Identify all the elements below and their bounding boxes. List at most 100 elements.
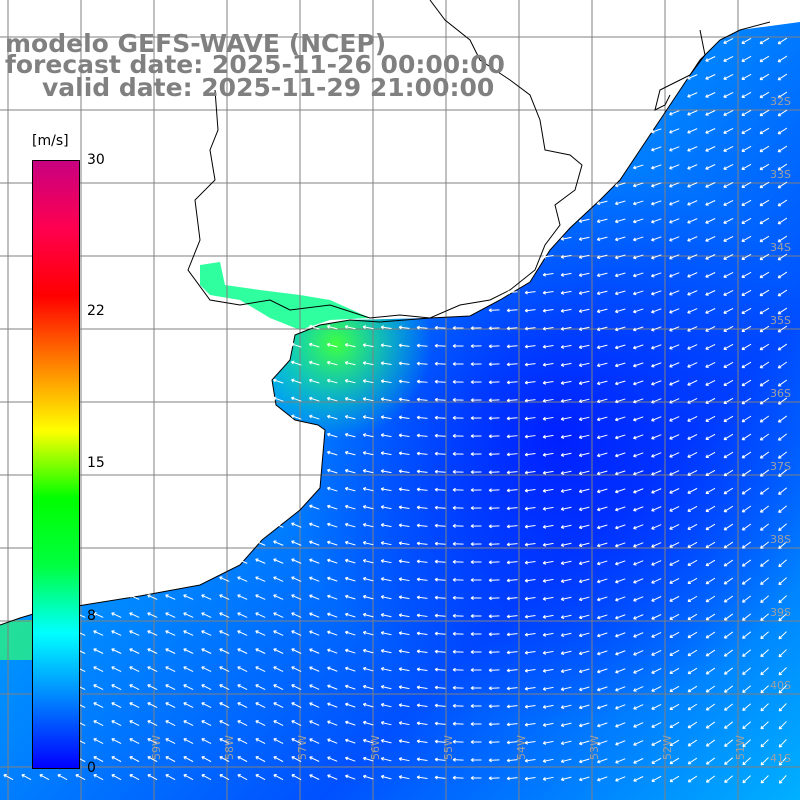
- wind-arrow: [201, 612, 212, 618]
- wind-arrow: [398, 613, 410, 618]
- wind-arrow: [578, 668, 590, 674]
- wind-arrow: [596, 632, 608, 638]
- wind-arrow: [632, 200, 644, 206]
- wind-arrow: [687, 290, 698, 296]
- wind-arrow: [687, 505, 698, 512]
- wind-arrow: [291, 522, 302, 528]
- wind-arrow: [596, 650, 608, 656]
- wind-arrow: [452, 649, 464, 654]
- wind-arrow: [309, 522, 320, 528]
- wind-arrow: [524, 398, 536, 403]
- wind-arrow: [434, 775, 446, 780]
- wind-arrow: [777, 415, 788, 423]
- wind-arrow: [398, 649, 410, 654]
- wind-arrow: [596, 272, 608, 278]
- wind-arrow: [291, 576, 302, 582]
- wind-arrow: [345, 738, 356, 744]
- wind-arrow: [669, 667, 680, 675]
- wind-arrow: [470, 398, 482, 403]
- wind-arrow: [741, 217, 752, 225]
- wind-arrow: [165, 666, 176, 672]
- wind-arrow: [723, 613, 734, 621]
- wind-arrow: [669, 362, 680, 368]
- wind-arrow: [93, 666, 104, 672]
- wind-arrow: [488, 326, 500, 331]
- wind-arrow: [741, 397, 752, 405]
- wind-arrow: [560, 758, 572, 764]
- wind-arrow: [345, 756, 356, 762]
- wind-arrow: [309, 684, 320, 690]
- wind-arrow: [93, 720, 104, 727]
- wind-arrow: [452, 469, 464, 474]
- wind-arrow: [778, 775, 787, 784]
- wind-arrow: [542, 596, 554, 601]
- wind-arrow: [93, 684, 104, 690]
- wind-arrow: [147, 702, 158, 709]
- wind-arrow: [632, 164, 644, 170]
- wind-arrow: [506, 344, 518, 349]
- wind-arrow: [380, 433, 392, 438]
- wind-arrow: [542, 614, 554, 619]
- wind-arrow: [183, 612, 194, 618]
- wind-arrow: [524, 776, 536, 781]
- wind-arrow: [488, 542, 500, 547]
- wind-arrow: [380, 559, 392, 564]
- wind-arrow: [452, 775, 464, 780]
- wind-arrow: [327, 702, 338, 708]
- wind-arrow: [687, 326, 698, 332]
- wind-arrow: [777, 271, 788, 279]
- wind-arrow: [760, 577, 770, 585]
- wind-arrow: [111, 738, 122, 745]
- wind-arrow: [723, 469, 734, 477]
- wind-arrow: [778, 631, 787, 640]
- wind-arrow: [434, 613, 446, 618]
- wind-arrow: [759, 271, 770, 279]
- wind-arrow: [255, 756, 266, 763]
- wind-arrow: [651, 362, 662, 368]
- wind-arrow: [434, 559, 446, 564]
- wind-arrow: [452, 397, 464, 402]
- wind-arrow: [111, 684, 122, 690]
- wind-arrow: [273, 702, 284, 709]
- wind-arrow: [93, 648, 104, 654]
- wind-arrow: [380, 738, 392, 744]
- wind-arrow: [147, 648, 158, 654]
- wind-arrow: [651, 128, 662, 134]
- wind-arrow: [201, 684, 212, 690]
- wind-arrow: [416, 703, 428, 708]
- wind-arrow: [434, 577, 446, 582]
- wind-arrow: [434, 703, 446, 708]
- wind-arrow: [416, 325, 428, 330]
- wind-arrow: [687, 541, 698, 548]
- wind-arrow: [201, 738, 212, 745]
- wind-arrow: [75, 774, 86, 781]
- wind-arrow: [760, 649, 769, 658]
- wind-arrow: [398, 685, 410, 690]
- wind-arrow: [669, 272, 680, 278]
- wind-arrow: [760, 757, 769, 766]
- wind-arrow: [362, 612, 374, 618]
- wind-arrow: [759, 73, 770, 81]
- wind-arrow: [596, 326, 608, 332]
- wind-arrow: [362, 684, 374, 690]
- wind-arrow: [129, 648, 140, 654]
- wind-arrow: [147, 774, 158, 781]
- wind-arrow: [219, 720, 230, 727]
- wind-arrow: [596, 236, 608, 242]
- wind-arrow: [344, 432, 356, 438]
- wind-arrow: [416, 397, 428, 402]
- wind-arrow: [742, 631, 752, 639]
- wind-arrow: [434, 361, 446, 366]
- wind-arrow: [760, 541, 770, 549]
- wind-arrow: [488, 434, 500, 439]
- wind-arrow: [237, 666, 248, 672]
- wind-arrow: [759, 181, 770, 189]
- wind-arrow: [470, 344, 482, 349]
- wind-arrow: [633, 434, 644, 440]
- wind-arrow: [614, 434, 626, 440]
- wind-arrow: [669, 254, 680, 260]
- wind-arrow: [615, 542, 626, 548]
- wind-arrow: [724, 703, 734, 711]
- wind-arrow: [237, 756, 248, 763]
- wind-arrow: [705, 200, 716, 206]
